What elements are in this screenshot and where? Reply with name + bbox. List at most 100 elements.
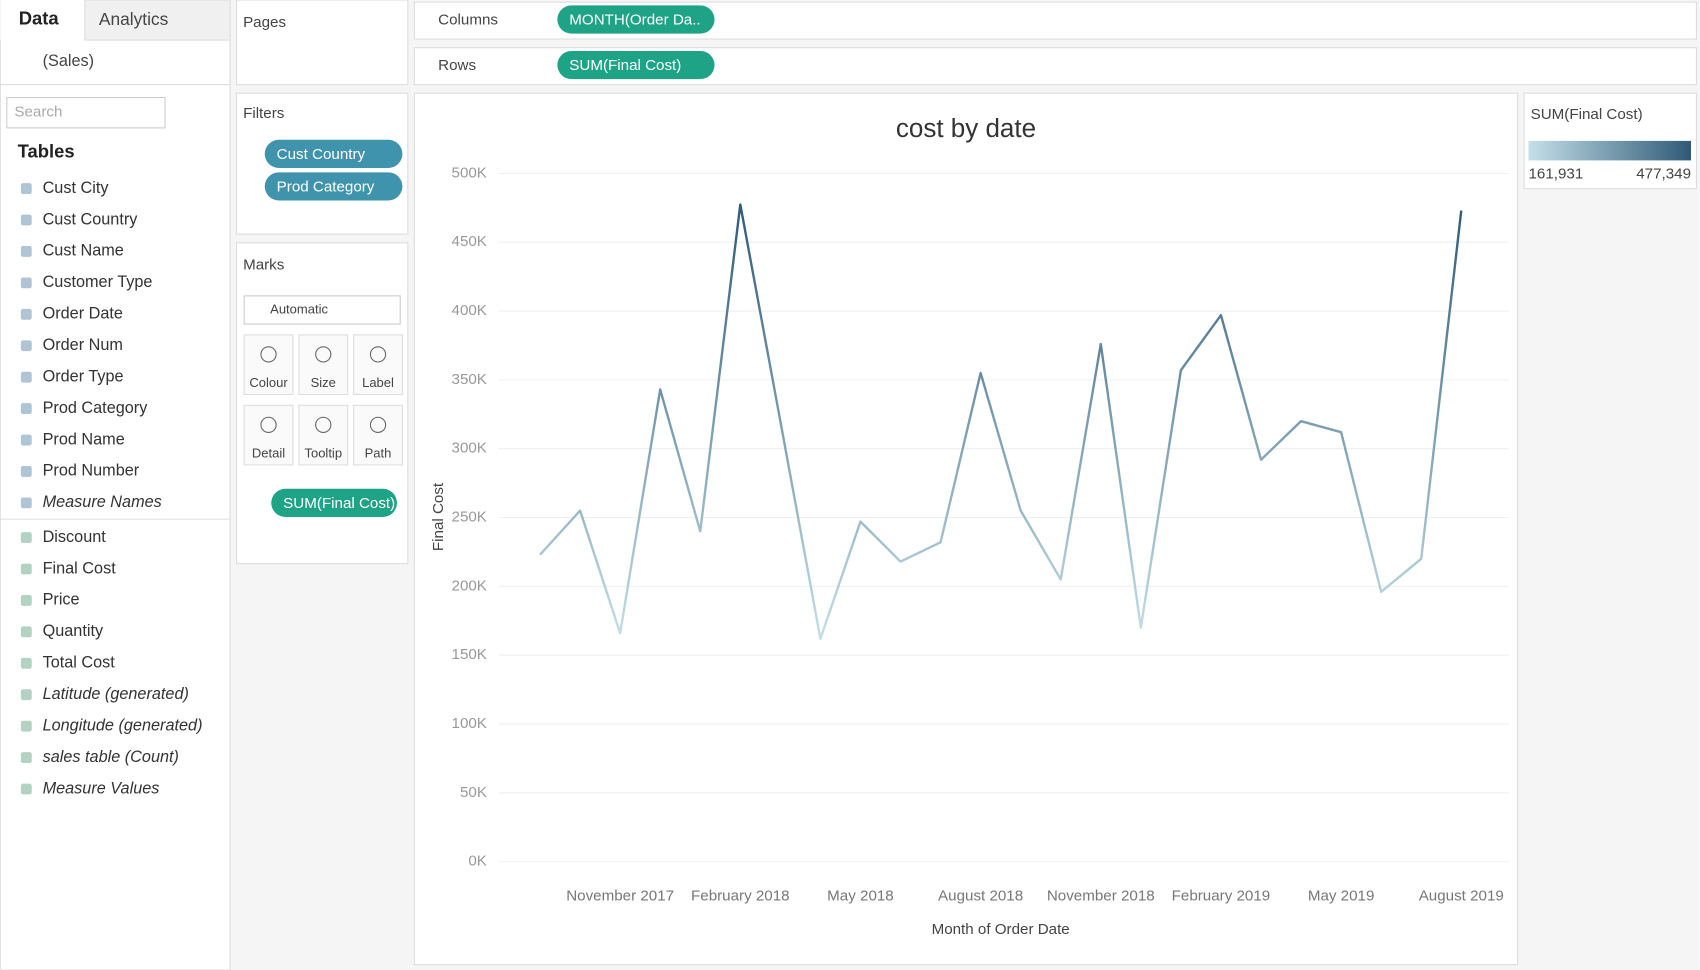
field-icon [20, 403, 32, 415]
filter-pill[interactable]: Cust Country [264, 139, 403, 168]
marks-button[interactable] [353, 334, 403, 396]
data-tab[interactable] [0, 0, 85, 41]
pill-body [557, 50, 715, 80]
field[interactable]: sales table (Count) [43, 748, 179, 766]
field-icon [20, 532, 32, 543]
data-pane [0, 0, 231, 970]
chart-title: cost by date [896, 113, 1036, 143]
field[interactable]: Longitude (generated) [43, 716, 203, 734]
search-placeholder: Search [14, 104, 62, 121]
mark-type-dropdown[interactable] [243, 295, 401, 325]
field[interactable]: Quantity [43, 622, 104, 640]
field-icon [20, 277, 32, 289]
pill-body [557, 5, 715, 34]
view [413, 92, 1519, 966]
field-icon [20, 720, 32, 732]
field[interactable]: Total Cost [43, 654, 116, 672]
marks-button[interactable] [243, 404, 294, 466]
marks-button-label[interactable]: Size [311, 375, 336, 390]
pill-label[interactable]: MONTH(Order Da.. [569, 12, 700, 29]
field[interactable]: Cust Country [43, 210, 139, 228]
y-tick-label: 500K [452, 164, 487, 181]
mark-type[interactable]: Automatic [270, 301, 328, 316]
field-icon [20, 434, 32, 446]
legend-max: 477,349 [1636, 165, 1691, 182]
y-tick-label: 400K [452, 302, 487, 319]
y-tick-label: 100K [452, 715, 487, 732]
marks-button[interactable] [298, 404, 349, 466]
field[interactable]: Order Date [43, 305, 123, 323]
marks-button[interactable] [298, 334, 349, 396]
legend-ramp [1528, 140, 1692, 161]
field[interactable]: Price [43, 591, 80, 609]
pill-label[interactable]: Prod Category [277, 178, 375, 195]
marks-button-icon [315, 346, 332, 363]
tab-label[interactable]: Data [19, 7, 60, 28]
pill-label[interactable]: SUM(Final Cost) [569, 57, 681, 74]
y-tick-label: 350K [452, 371, 487, 388]
field[interactable]: Cust Name [43, 242, 124, 260]
marks-pill[interactable]: SUM(Final Cost) [271, 488, 397, 517]
marks-button-icon [315, 416, 332, 433]
marks-button-label[interactable]: Label [362, 375, 394, 390]
field[interactable]: Cust City [43, 179, 110, 197]
field[interactable]: Order Num [43, 336, 123, 354]
columns-pill[interactable]: MONTH(Order Da.. [557, 5, 715, 34]
pill-body [264, 172, 403, 201]
filter-pill[interactable]: Prod Category [264, 172, 403, 201]
field-icon [20, 246, 32, 257]
field-icon [20, 752, 32, 763]
field[interactable]: Final Cost [43, 559, 117, 577]
field[interactable]: Measure Names [43, 493, 162, 511]
y-tick-label: 150K [452, 646, 487, 663]
field[interactable]: Measure Values [43, 779, 160, 797]
tables-heading: Tables [18, 141, 75, 162]
marks-button-label[interactable]: Tooltip [304, 446, 342, 461]
field-icon [20, 183, 32, 194]
marks-button-label[interactable]: Path [365, 446, 392, 461]
y-tick-label: 250K [452, 509, 487, 526]
pill-label[interactable]: SUM(Final Cost) [283, 495, 395, 512]
card-title: Marks [243, 257, 285, 274]
marks-button-icon [260, 346, 277, 363]
pill-body [271, 488, 397, 517]
field-icon [20, 595, 32, 606]
field-icon [20, 563, 32, 575]
marks-button-icon [369, 346, 387, 363]
search-box[interactable] [6, 97, 166, 129]
field[interactable]: Customer Type [43, 273, 153, 291]
tab-label[interactable]: Analytics [99, 9, 169, 29]
field-icon [20, 466, 32, 477]
legend-title: SUM(Final Cost) [1531, 106, 1643, 123]
card-title: Filters [243, 105, 285, 122]
field[interactable]: Order Type [43, 367, 124, 385]
field-icon [20, 783, 32, 795]
field[interactable]: Discount [43, 528, 107, 546]
pill-label[interactable]: Cust Country [277, 146, 366, 163]
x-axis-title: Month of Order Date [932, 921, 1070, 938]
y-tick-label: 300K [452, 440, 487, 457]
rows-pill[interactable]: SUM(Final Cost) [557, 50, 715, 80]
legend-min: 161,931 [1528, 165, 1583, 182]
field[interactable]: Prod Number [43, 462, 140, 480]
marks-button-icon [369, 416, 387, 433]
marks-button[interactable] [243, 334, 294, 396]
field-icon [20, 657, 32, 669]
marks-button-label[interactable]: Detail [252, 446, 285, 461]
marks-button-label[interactable]: Colour [249, 375, 288, 390]
marks-button[interactable] [353, 404, 403, 466]
field[interactable]: Latitude (generated) [43, 685, 189, 703]
y-tick-label: 450K [452, 233, 487, 250]
datasource[interactable]: (Sales) [43, 52, 94, 70]
shelf-label: Rows [438, 57, 476, 74]
x-tick-label: November 2018 [1047, 887, 1155, 904]
card-title: Pages [243, 14, 286, 31]
analytics-tab[interactable] [84, 0, 231, 41]
field[interactable]: Prod Category [43, 399, 149, 417]
field-icon [20, 308, 32, 320]
field[interactable]: Prod Name [43, 430, 125, 448]
field-icon [20, 689, 32, 701]
y-tick-label: 50K [460, 784, 487, 801]
